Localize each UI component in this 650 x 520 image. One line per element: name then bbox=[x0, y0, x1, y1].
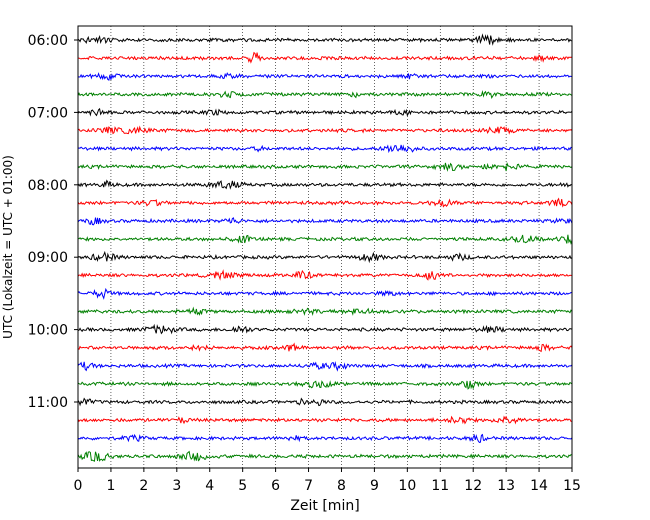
trace-16 bbox=[77, 306, 573, 317]
trace-4 bbox=[77, 89, 573, 100]
x-tick-label: 14 bbox=[530, 478, 548, 494]
y-tick-label: 11:00 bbox=[28, 395, 68, 411]
x-tick-label: 9 bbox=[370, 478, 379, 494]
x-tick-label: 0 bbox=[74, 478, 83, 494]
y-ticks: 06:00 07:00 08:00 09:00 10:00 11:00 bbox=[28, 33, 78, 411]
plot-frame bbox=[77, 25, 573, 469]
trace-6 bbox=[77, 125, 573, 135]
x-tick-label: 1 bbox=[106, 478, 115, 494]
trace-22 bbox=[77, 415, 573, 425]
y-axis-title: UTC (Lokalzeit = UTC + 01:00) bbox=[1, 155, 15, 339]
trace-13 bbox=[77, 250, 573, 264]
trace-10 bbox=[77, 197, 573, 208]
trace-15 bbox=[77, 287, 573, 300]
x-tick-label: 12 bbox=[464, 478, 482, 494]
trace-1 bbox=[77, 33, 573, 46]
y-tick-label: 08:00 bbox=[28, 178, 68, 194]
x-tick-label: 2 bbox=[139, 478, 148, 494]
trace-7 bbox=[77, 144, 573, 154]
trace-21 bbox=[77, 397, 573, 407]
y-tick-label: 07:00 bbox=[28, 105, 68, 121]
y-tick-label: 06:00 bbox=[28, 33, 68, 49]
x-tick-label: 6 bbox=[271, 478, 280, 494]
trace-20 bbox=[77, 380, 573, 390]
x-tick-label: 5 bbox=[238, 478, 247, 494]
trace-14 bbox=[77, 269, 573, 281]
y-tick-label: 09:00 bbox=[28, 250, 68, 266]
trace-11 bbox=[77, 217, 573, 226]
trace-2 bbox=[77, 51, 573, 64]
trace-3 bbox=[77, 72, 573, 81]
x-tick-label: 8 bbox=[337, 478, 346, 494]
x-tick-label: 11 bbox=[431, 478, 449, 494]
x-tick-label: 15 bbox=[563, 478, 581, 494]
x-ticks: 0 1 2 3 4 5 6 7 8 9 10 11 12 13 14 15 bbox=[74, 468, 581, 494]
traces bbox=[77, 33, 573, 462]
trace-5 bbox=[77, 107, 573, 117]
y-tick-label: 10:00 bbox=[28, 323, 68, 339]
x-tick-label: 7 bbox=[304, 478, 313, 494]
x-tick-label: 13 bbox=[497, 478, 515, 494]
x-tick-label: 3 bbox=[172, 478, 181, 494]
trace-9 bbox=[77, 179, 573, 190]
trace-23 bbox=[77, 433, 573, 443]
x-tick-label: 10 bbox=[398, 478, 416, 494]
trace-24 bbox=[77, 450, 573, 462]
x-axis-title: Zeit [min] bbox=[290, 498, 359, 514]
trace-17 bbox=[77, 323, 573, 335]
x-tick-label: 4 bbox=[205, 478, 214, 494]
trace-18 bbox=[77, 342, 573, 353]
trace-8 bbox=[77, 161, 573, 172]
trace-12 bbox=[77, 234, 573, 245]
trace-19 bbox=[77, 361, 573, 372]
